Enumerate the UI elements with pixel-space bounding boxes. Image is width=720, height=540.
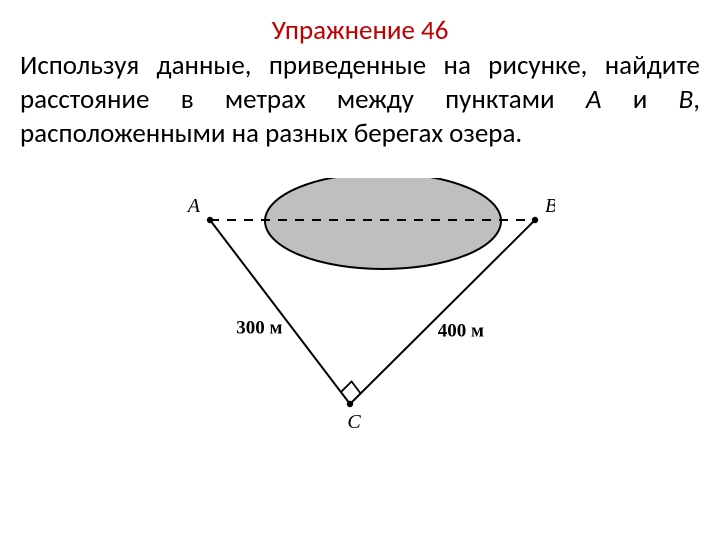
figure-container: A B C 300 м 400 м xyxy=(20,178,700,438)
exercise-body: Используя данные, приведенные на рисунке… xyxy=(20,49,700,150)
edge-label-ac: 300 м xyxy=(236,318,282,339)
edge-label-cb: 400 м xyxy=(438,321,484,342)
right-angle-marker xyxy=(341,382,361,394)
point-a xyxy=(207,217,213,223)
geometry-figure: A B C 300 м 400 м xyxy=(165,178,555,438)
point-c xyxy=(347,401,353,407)
body-var-a: A xyxy=(586,83,602,116)
body-part2: и xyxy=(601,83,678,116)
exercise-title: Упражнение 46 xyxy=(20,14,700,47)
label-a: A xyxy=(186,195,201,217)
body-var-b: B xyxy=(679,83,694,116)
label-b: B xyxy=(545,195,555,217)
lake-ellipse xyxy=(265,178,501,269)
point-b xyxy=(532,217,538,223)
label-c: C xyxy=(347,411,361,433)
